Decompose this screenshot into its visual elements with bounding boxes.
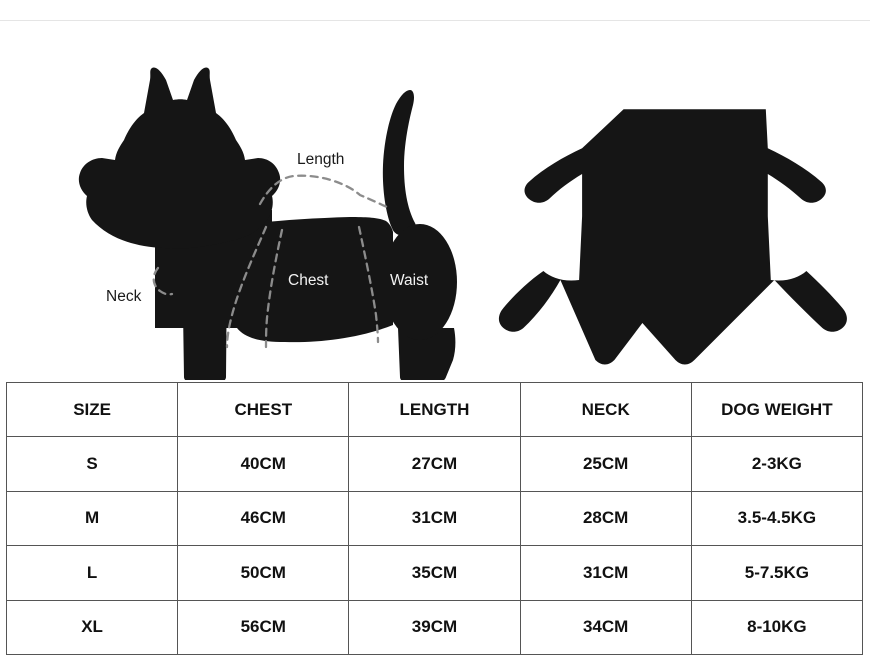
svg-text:Waist: Waist <box>390 272 429 289</box>
svg-text:Length: Length <box>297 151 344 168</box>
svg-text:Neck: Neck <box>106 288 142 305</box>
svg-text:Chest: Chest <box>288 272 329 289</box>
